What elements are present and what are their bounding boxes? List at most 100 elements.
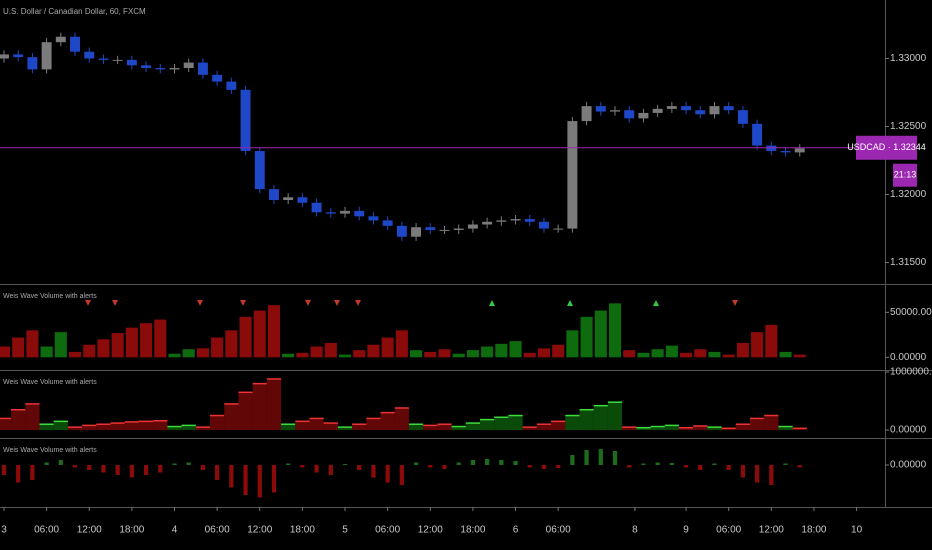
volume-bar [129,465,135,478]
candle-body [453,228,464,230]
volume-bar [481,346,494,358]
candle-body [212,74,223,82]
y-tick-label: 1.31500 [890,257,927,268]
wave-area [323,423,338,431]
x-tick-label: 06:00 [34,525,59,536]
volume-bar [0,346,11,358]
x-tick-label: 12:00 [418,525,443,536]
volume-bar [712,463,717,465]
volume-bar [456,462,461,465]
volume-bar [623,350,636,358]
wave-area [53,421,68,431]
volume-bar [797,465,802,468]
wave-area [693,425,708,431]
volume-bar [513,461,518,465]
volume-bar [627,465,632,468]
volume-bar [395,330,408,358]
volume-bar [200,465,206,470]
countdown-tag [893,163,917,187]
wave-area [750,418,765,431]
volume-bar [314,465,319,473]
volume-bar [286,463,291,465]
candle-body [638,112,649,119]
volume-bar [751,332,764,358]
candle-body [126,59,137,66]
volume-bar [72,465,78,468]
volume-bar [740,465,746,478]
countdown-label: 21:13 [894,170,917,180]
wave-area [792,428,807,431]
candle-body [709,106,720,115]
volume-bar [413,462,419,465]
volume-bar [584,450,589,465]
candle-body [737,110,748,124]
volume-bar [1,465,7,475]
x-tick-label: 18:00 [290,525,315,536]
candle-body [325,212,336,214]
volume-bar [424,351,437,358]
y-tick-label: 0.00000 [890,352,927,363]
pane-title: Weis Wave Volume with alerts [3,379,97,386]
volume-bar [267,305,281,358]
candle-body [780,151,791,153]
volume-bar [499,460,504,465]
candle-body [70,36,81,52]
wave-area [778,426,793,431]
candle-body [169,68,180,70]
volume-bar [371,465,376,478]
wave-area [39,424,54,431]
alert-arrow [567,300,573,306]
volume-bar [115,465,120,475]
volume-bar [556,465,561,468]
volume-bar [54,332,67,358]
volume-bar [101,465,106,473]
candle-body [183,62,194,69]
volume-bar [552,344,565,358]
candle-body [595,106,606,112]
wave-area [25,403,40,431]
volume-bar [509,341,522,358]
candle-body [368,216,379,221]
volume-bar [196,348,209,358]
candle-body [141,65,152,69]
wave-area [480,419,495,431]
candle-body [425,227,436,230]
alert-arrow [653,300,659,306]
x-tick-label: 12:00 [247,525,272,536]
volume-bar [793,354,806,358]
wave-area [465,423,481,431]
wave-area [181,425,196,431]
volume-bar [754,465,760,483]
candle-body [84,51,95,59]
alert-arrow [334,300,340,306]
candle-body [382,220,393,226]
volume-bar [83,344,96,358]
volume-bar [40,346,53,358]
volume-bar [367,344,380,358]
volume-bar [442,465,447,469]
volume-bar [399,465,404,485]
volume-bar [580,316,593,358]
pane-title: U.S. Dollar / Canadian Dollar, 60, FXCM [3,7,146,16]
candle-body [254,151,265,190]
y-tick-label: 1.32500 [890,121,927,132]
volume-bar [683,465,689,468]
candle-body [311,202,322,213]
wave-area [394,407,409,431]
wave-area [337,427,353,431]
volume-bar [566,330,579,358]
candle-body [681,106,692,111]
candle-body [496,220,507,222]
x-tick-label: 06:00 [546,525,571,536]
volume-bar [182,349,195,358]
wave-area [309,418,324,431]
volume-bar [328,465,333,475]
x-tick-label: 3 [1,525,7,536]
wave-area [352,424,367,431]
volume-bar [243,465,248,495]
volume-bar [428,465,433,468]
wave-area [295,421,310,431]
volume-bar [68,351,82,358]
wave-area [210,415,225,431]
volume-bar [12,337,25,358]
